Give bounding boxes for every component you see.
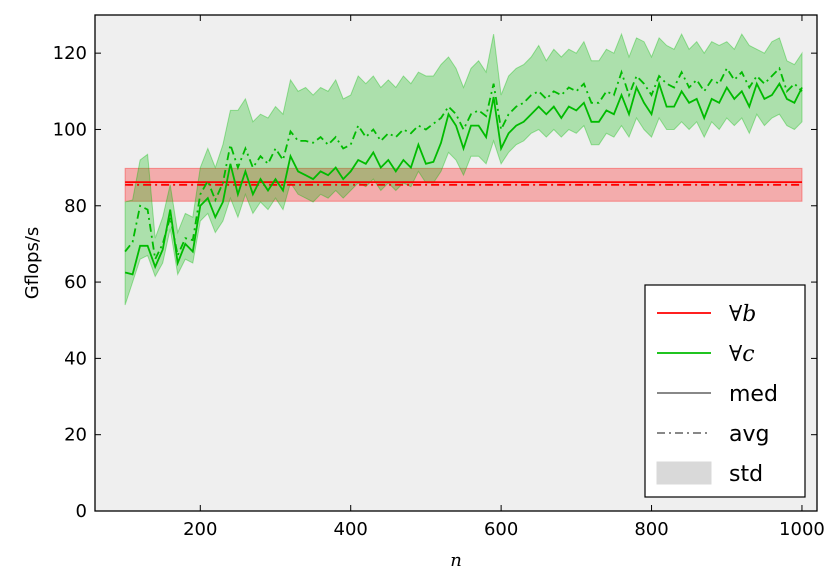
med-line-c xyxy=(124,80,803,276)
x-tick-label: 400 xyxy=(334,519,368,540)
y-tick-label: 60 xyxy=(64,272,87,293)
x-tick-label: 600 xyxy=(484,519,518,540)
avg-line-c xyxy=(124,66,803,263)
y-tick-label: 20 xyxy=(64,425,87,446)
std-band-b xyxy=(124,167,803,202)
x-tick-label: 200 xyxy=(183,519,217,540)
y-tick-label: 80 xyxy=(64,196,87,217)
y-tick-label: 40 xyxy=(64,348,87,369)
legend-label-c: ∀c xyxy=(729,342,755,367)
legend-label-b: ∀b xyxy=(729,302,756,327)
y-tick-label: 0 xyxy=(76,501,87,522)
y-tick-label: 100 xyxy=(53,119,87,140)
y-axis-label: Gflops/s xyxy=(22,227,43,300)
legend-label-avg: avg xyxy=(729,422,769,447)
legend-label-std: std xyxy=(729,462,763,487)
axis-ticks: 200 400 600 800 1000 0 20 40 60 80 100 120 xyxy=(53,15,825,540)
legend: ∀b ∀c med avg std xyxy=(644,284,806,498)
series-lines xyxy=(124,66,803,276)
x-axis-label: n xyxy=(450,550,462,571)
legend-label-med: med xyxy=(729,382,778,407)
legend-handle-std xyxy=(656,461,712,485)
plot-frame xyxy=(94,14,818,512)
x-tick-label: 800 xyxy=(634,519,668,540)
x-tick-label: 1000 xyxy=(779,519,825,540)
y-tick-label: 120 xyxy=(53,43,87,64)
